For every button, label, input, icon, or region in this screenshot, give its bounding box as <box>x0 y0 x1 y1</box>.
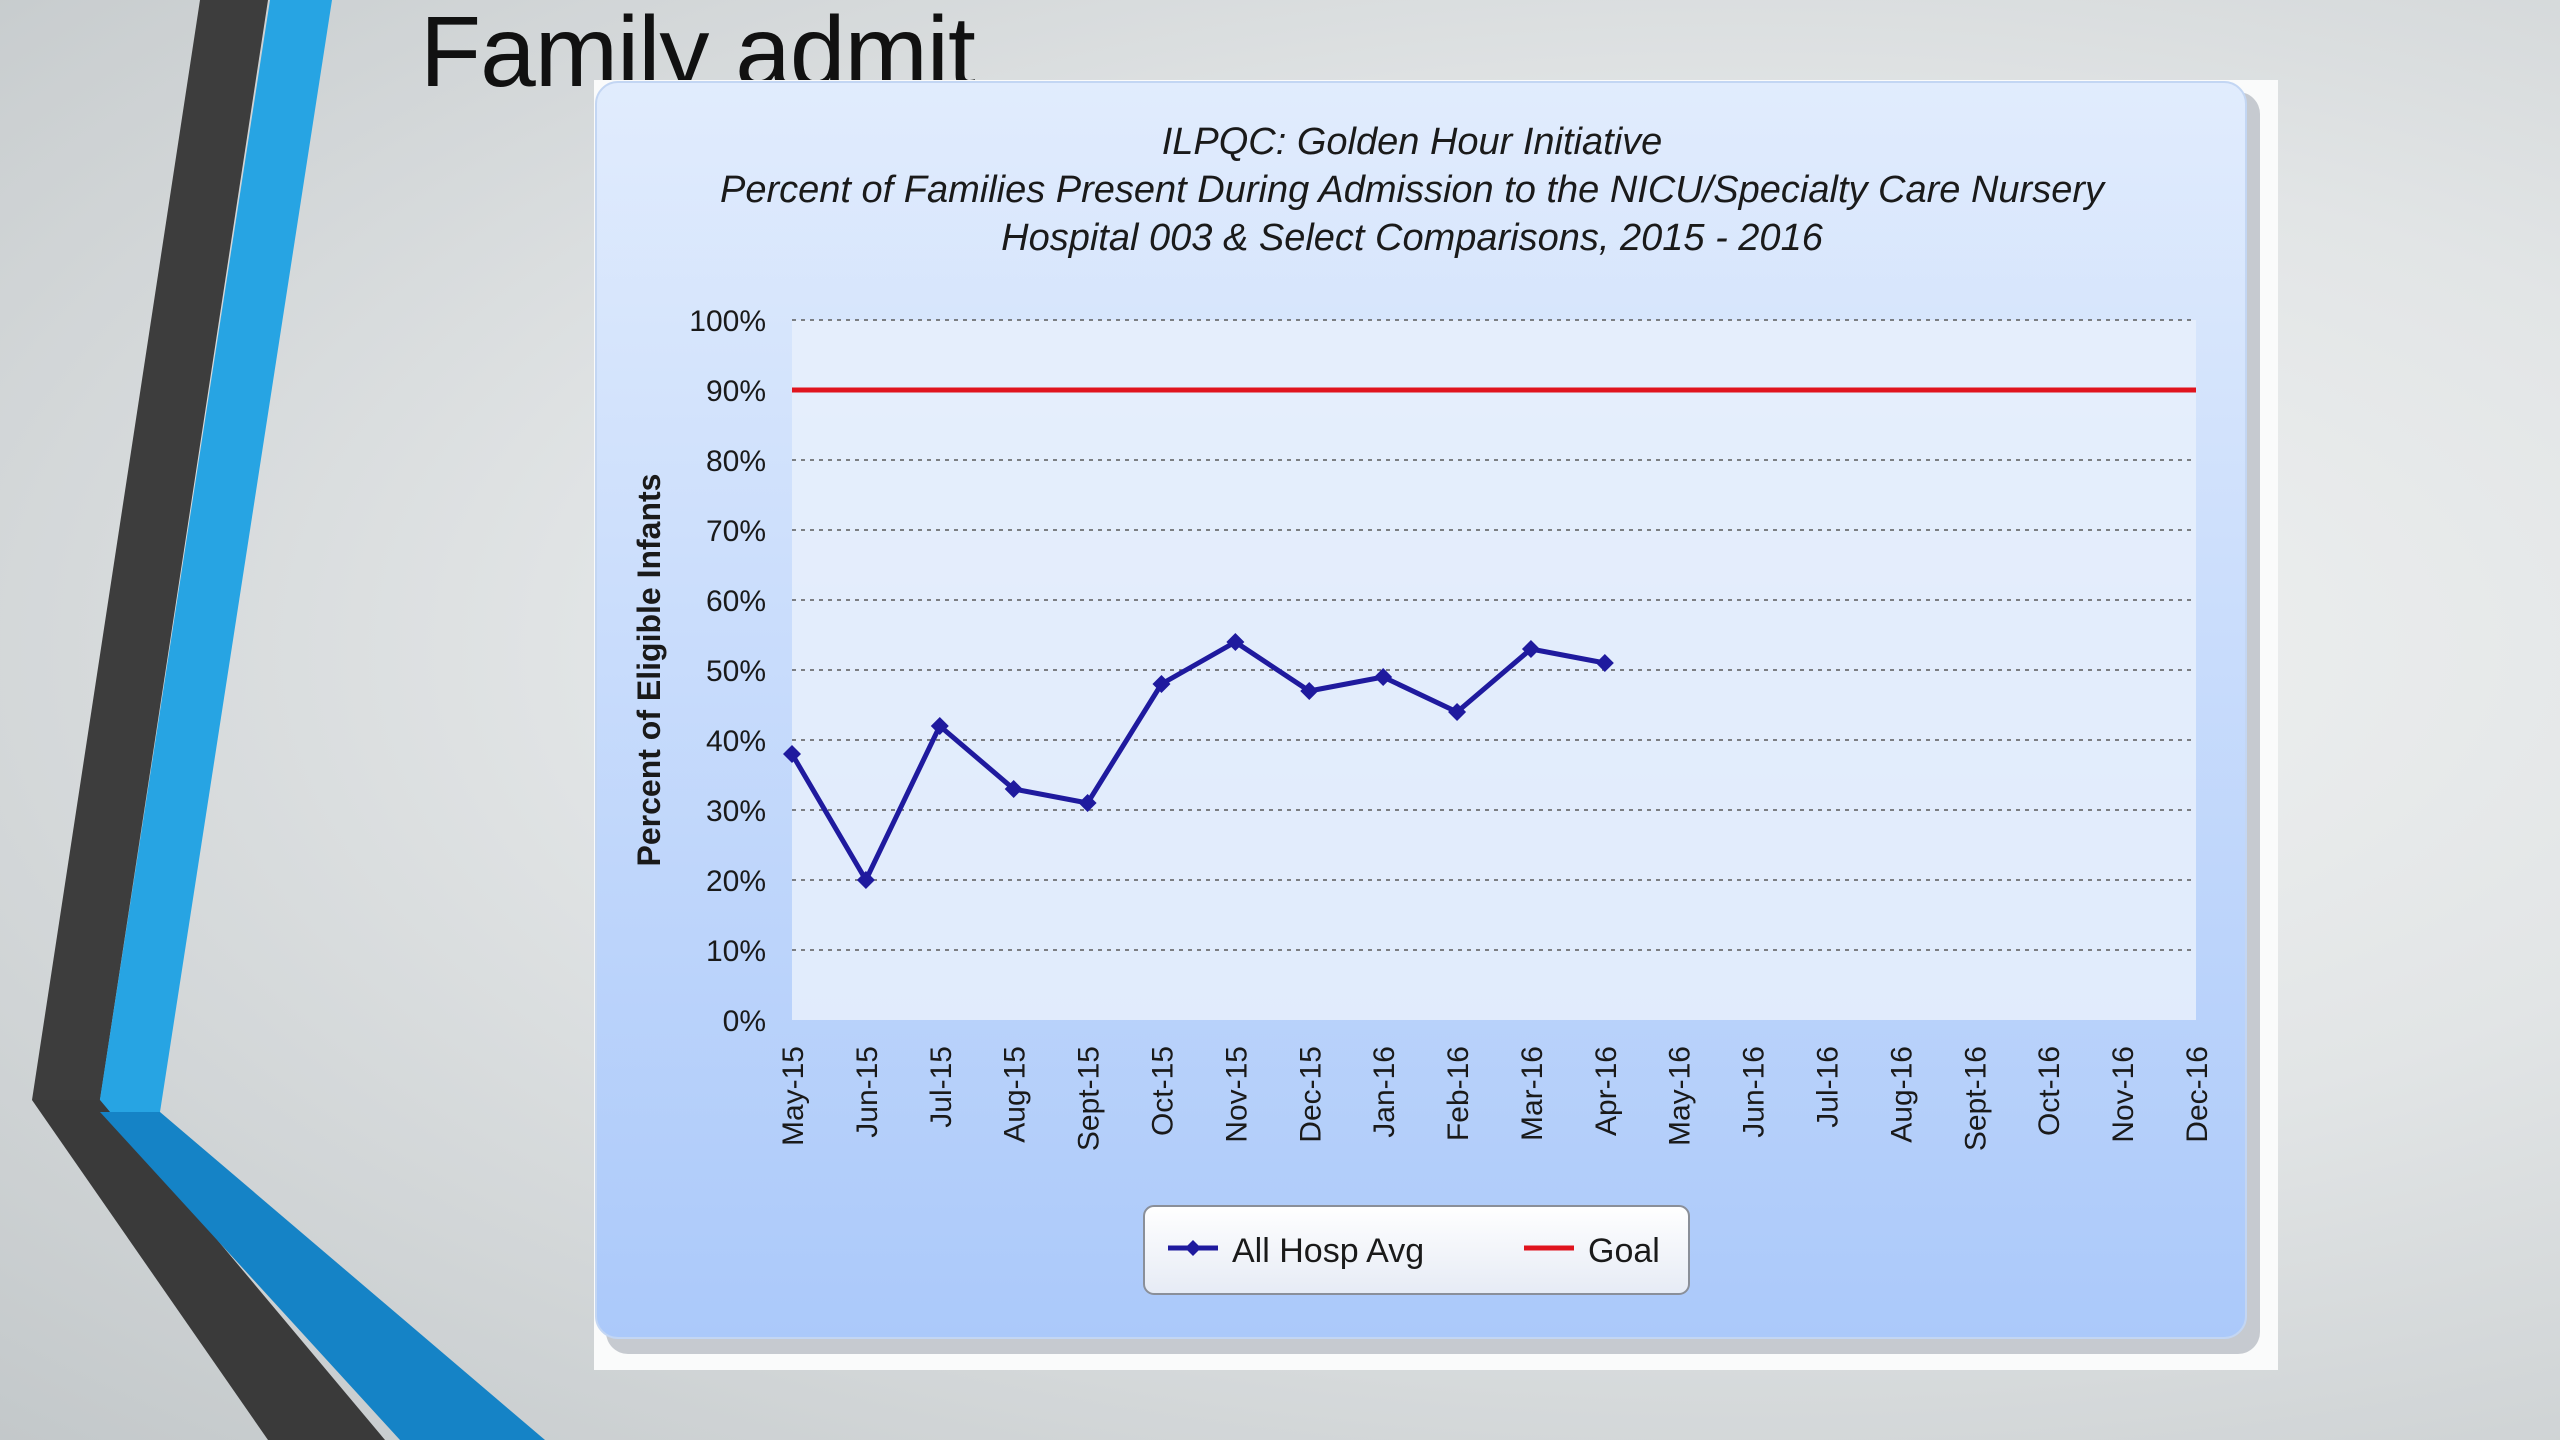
data-point <box>856 871 875 889</box>
x-tick-labels: May-15 Jun-15 Jul-15 Aug-15 Sept-15 Oct-15 Nov… <box>777 1046 2214 1151</box>
series-line-all-hosp-avg <box>789 639 1606 883</box>
y-tick-label: 50% <box>706 655 766 688</box>
data-point <box>1226 633 1245 651</box>
data-point <box>1152 675 1171 693</box>
y-tick-label: 30% <box>706 795 766 828</box>
x-tick-label: May-15 <box>777 1046 810 1146</box>
x-tick-label: Sept-16 <box>1959 1046 1992 1151</box>
legend-marker-all-hosp-avg <box>1185 1240 1201 1256</box>
chart-panel: 0% 10% 20% 30% 40% 50% 60% 70% 80% 90% 100% May-15… <box>594 80 2278 1370</box>
y-tick-label: 90% <box>706 375 766 408</box>
data-point <box>1004 780 1023 798</box>
y-axis-label: Percent of Eligible Infants <box>631 474 667 867</box>
x-tick-label: Aug-15 <box>999 1046 1032 1143</box>
legend-label-all-hosp-avg: All Hosp Avg <box>1232 1232 1424 1270</box>
x-tick-label: Jul-16 <box>1812 1046 1845 1128</box>
data-point <box>1448 703 1467 721</box>
data-point <box>783 745 801 763</box>
slide-title: Family admit <box>420 0 975 94</box>
x-tick-label: Sept-15 <box>1073 1046 1106 1151</box>
x-tick-label: Jun-15 <box>851 1046 884 1138</box>
chart-subtitle-line-2: Hospital 003 & Select Comparisons, 2015 … <box>1001 217 1824 259</box>
blue-diagonal <box>100 1112 545 1440</box>
legend-box <box>1143 1205 1690 1295</box>
data-point <box>1521 640 1540 658</box>
x-tick-label: Nov-15 <box>1220 1046 1253 1143</box>
data-point <box>1595 654 1614 672</box>
x-tick-label: Feb-16 <box>1442 1046 1475 1141</box>
x-tick-label: Nov-16 <box>2107 1046 2140 1143</box>
x-tick-label: Aug-16 <box>1885 1046 1918 1143</box>
y-tick-label: 10% <box>706 935 766 968</box>
x-tick-label: Oct-16 <box>2033 1046 2066 1136</box>
x-tick-label: Oct-15 <box>1146 1046 1179 1136</box>
x-tick-label: Jan-16 <box>1368 1046 1401 1138</box>
data-point <box>1078 794 1097 812</box>
x-tick-label: May-16 <box>1664 1046 1697 1146</box>
y-tick-label: 70% <box>706 515 766 548</box>
x-tick-label: Apr-16 <box>1590 1046 1623 1136</box>
chart-title: ILPQC: Golden Hour Initiative <box>1162 121 1663 163</box>
gray-diagonal <box>32 1100 385 1440</box>
blue-stripe <box>98 0 332 1112</box>
line-chart: 0% 10% 20% 30% 40% 50% 60% 70% 80% 90% 100% May-15… <box>595 81 2260 1354</box>
series-layer <box>783 387 2196 889</box>
legend: All Hosp Avg Goal <box>1143 1205 1690 1295</box>
x-tick-label: Jul-15 <box>925 1046 958 1128</box>
y-tick-label: 80% <box>706 445 766 478</box>
x-tick-label: Dec-15 <box>1294 1046 1327 1143</box>
x-tick-label: Dec-16 <box>2181 1046 2214 1143</box>
y-tick-label: 0% <box>723 1005 766 1038</box>
y-tick-label: 60% <box>706 585 766 618</box>
data-point <box>930 717 949 735</box>
data-point <box>1374 668 1393 686</box>
y-tick-label: 20% <box>706 865 766 898</box>
y-tick-labels: 0% 10% 20% 30% 40% 50% 60% 70% 80% 90% 100% <box>689 305 766 1038</box>
x-tick-label: Jun-16 <box>1738 1046 1771 1138</box>
gray-stripe <box>32 0 268 1100</box>
y-tick-label: 100% <box>689 305 766 338</box>
data-point <box>1300 682 1319 700</box>
legend-label-goal: Goal <box>1588 1232 1660 1270</box>
y-tick-label: 40% <box>706 725 766 758</box>
chart-subtitle-line-1: Percent of Families Present During Admis… <box>720 169 2106 211</box>
x-tick-label: Mar-16 <box>1516 1046 1549 1141</box>
